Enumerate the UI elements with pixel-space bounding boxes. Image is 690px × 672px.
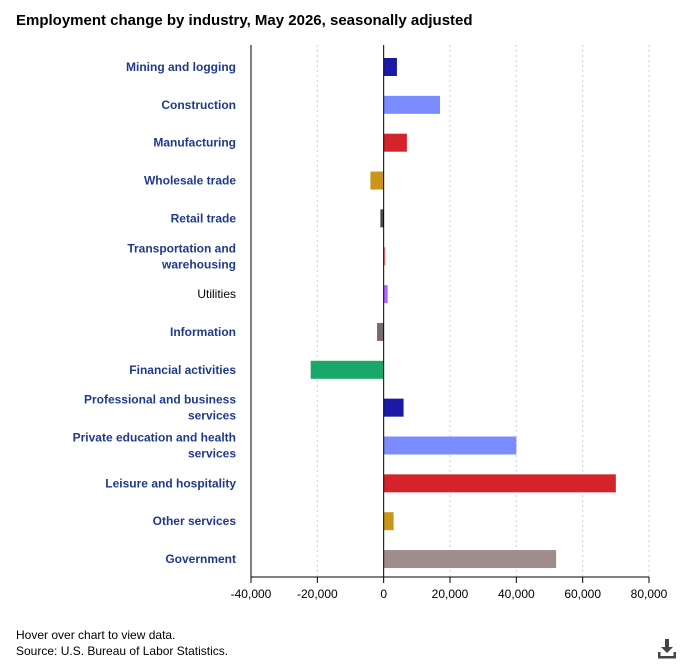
category-label: Private education and health services [73, 431, 237, 461]
category-label: Transportation and warehousing [127, 241, 236, 271]
category-label: Leisure and hospitality [105, 476, 236, 490]
bar[interactable] [310, 360, 384, 379]
category-label: Wholesale trade [144, 174, 236, 188]
hover-note: Hover over chart to view data. [16, 628, 176, 642]
bar[interactable] [383, 474, 616, 493]
category-label: Professional and business services [84, 393, 236, 423]
bar[interactable] [383, 58, 397, 76]
bar[interactable] [383, 398, 404, 417]
bar-chart[interactable]: Mining and logging Construction Manufactur… [0, 40, 690, 610]
x-tick-label: -40,000 [231, 587, 272, 601]
category-label: Financial activities [129, 363, 236, 377]
bar[interactable] [383, 512, 394, 531]
x-tick-label: 20,000 [432, 587, 469, 601]
x-tick-label: 80,000 [631, 587, 668, 601]
category-label: Retail trade [171, 211, 237, 225]
bar[interactable] [377, 322, 384, 341]
chart-title: Employment change by industry, May 2026,… [16, 12, 473, 29]
category-labels: Mining and logging Construction Manufactur… [73, 60, 237, 566]
bar[interactable] [383, 247, 386, 266]
bar[interactable] [370, 171, 384, 190]
x-tick-labels: -40,000 -20,000 0 20,000 40,000 60,000 80,000 [231, 587, 668, 601]
x-tick-label: -20,000 [297, 587, 338, 601]
x-tick-label: 0 [380, 587, 387, 601]
category-label: Mining and logging [126, 60, 236, 74]
bar[interactable] [383, 133, 407, 152]
bar[interactable] [380, 209, 384, 228]
bar[interactable] [383, 436, 517, 455]
bar[interactable] [383, 285, 388, 304]
bar[interactable] [383, 550, 557, 569]
bars[interactable] [310, 58, 616, 569]
category-label: Information [170, 325, 236, 339]
source-note: Source: U.S. Bureau of Labor Statistics. [16, 644, 229, 658]
category-label: Utilities [197, 287, 236, 301]
x-tick-label: 60,000 [564, 587, 601, 601]
category-label: Manufacturing [153, 136, 236, 150]
download-icon[interactable] [655, 636, 679, 660]
category-label: Construction [161, 98, 236, 112]
x-tick-label: 40,000 [498, 587, 535, 601]
axes [250, 45, 650, 583]
category-label: Government [165, 552, 236, 566]
bar[interactable] [383, 95, 441, 114]
category-label: Other services [153, 514, 237, 528]
grid-lines [316, 45, 650, 577]
